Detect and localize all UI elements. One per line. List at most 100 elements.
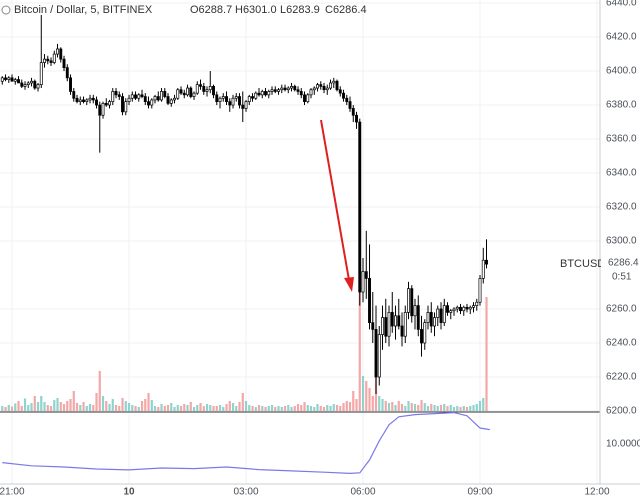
volume-bar <box>452 407 456 411</box>
volume-bar <box>485 297 488 411</box>
volume-bar <box>157 407 160 411</box>
candle-body <box>10 77 14 82</box>
volume-bar <box>303 402 306 411</box>
volume-bar <box>420 400 423 411</box>
candle-body <box>387 312 391 337</box>
volume-bar <box>7 405 10 411</box>
candle-body <box>212 85 215 96</box>
volume-bar <box>40 396 43 411</box>
candle-body <box>52 53 56 63</box>
candle-body <box>62 58 66 69</box>
candle-body <box>371 322 375 330</box>
volume-bar <box>49 406 53 411</box>
candle-body <box>335 80 339 91</box>
volume-bar <box>430 404 433 411</box>
volume-bar <box>456 406 459 411</box>
candle-body <box>173 97 176 101</box>
volume-bar <box>98 371 101 411</box>
last-price: 6286.4 <box>608 258 639 269</box>
y-tick-label: 6380.0 <box>606 100 637 111</box>
candle-body <box>143 96 147 102</box>
y-tick-label: 6260.0 <box>606 304 637 315</box>
candle-body <box>137 94 141 99</box>
y-tick-label: 6300.0 <box>606 236 637 247</box>
volume-bar <box>384 401 387 411</box>
candle-body <box>238 96 241 106</box>
indicator-line <box>2 411 490 475</box>
candle-body <box>377 334 381 378</box>
volume-bar <box>426 406 430 411</box>
candle-body <box>43 58 46 63</box>
candle-body <box>247 96 251 102</box>
candle-body <box>215 94 219 102</box>
annotation-arrow-head <box>344 277 354 292</box>
candle-body <box>368 278 371 323</box>
volume-bar <box>413 404 417 411</box>
volume-bar <box>205 404 209 411</box>
candle-body <box>82 99 85 102</box>
candle-body <box>273 89 277 92</box>
candle-body <box>163 91 167 97</box>
volume-bar <box>101 396 105 411</box>
volume-bar <box>79 405 82 411</box>
volume-bar <box>257 405 261 411</box>
volume-bar <box>462 406 465 411</box>
volume-bar <box>446 406 449 411</box>
candle-body <box>91 97 95 101</box>
volume-bar <box>59 402 62 411</box>
candle-body <box>179 89 183 94</box>
volume-bar <box>147 393 150 411</box>
candle-body <box>20 82 24 87</box>
candle-body <box>312 87 316 91</box>
volume-bar <box>105 401 108 411</box>
volume-bar <box>313 407 316 411</box>
candle-body <box>303 94 306 102</box>
candle-body <box>397 315 401 327</box>
candle-body <box>153 96 157 101</box>
countdown: 0:51 <box>612 272 632 283</box>
volume-bar <box>82 402 85 411</box>
volume-bar <box>439 405 443 411</box>
candle-body <box>111 91 115 102</box>
volume-bar <box>443 404 446 411</box>
candle-body <box>205 89 209 92</box>
volume-bar <box>140 401 144 411</box>
volume-bar <box>88 404 92 411</box>
candle-body <box>342 92 345 99</box>
candle-body <box>78 99 82 102</box>
volume-bar <box>326 405 329 411</box>
candle-body <box>160 91 163 101</box>
candle-body <box>478 278 482 303</box>
volume-bar <box>241 393 244 411</box>
chart-title: Bitcoin / Dollar, 5, BITFINEX <box>14 4 153 16</box>
volume-bar <box>335 405 339 411</box>
volume-bar <box>329 406 332 411</box>
candle-body <box>426 312 430 323</box>
y-tick-label: 6340.0 <box>606 168 637 179</box>
candle-body <box>218 97 222 102</box>
candle-body <box>4 77 7 80</box>
volume-bar <box>20 406 23 411</box>
volume-bar <box>199 403 202 411</box>
candle-body <box>468 306 472 310</box>
volume-bar <box>322 407 326 411</box>
ohlc-value: L6283.9 <box>280 4 320 16</box>
volume-bar <box>475 404 478 411</box>
volume-bar <box>358 283 361 411</box>
x-tick-label: 03:00 <box>234 487 259 498</box>
candle-body <box>481 259 485 279</box>
volume-bar <box>280 407 283 411</box>
candle-body <box>420 329 423 344</box>
volume-bar <box>244 401 248 411</box>
volume-bar <box>150 400 153 411</box>
candle-body <box>254 92 258 99</box>
candle-body <box>0 77 4 82</box>
candle-body <box>442 305 446 323</box>
candle-body <box>433 317 436 327</box>
y-tick-label: 6440.0 <box>606 0 637 9</box>
volume-bar <box>400 404 404 411</box>
volume-bar <box>433 405 436 411</box>
candle-body <box>33 80 37 89</box>
volume-bar <box>131 405 134 411</box>
